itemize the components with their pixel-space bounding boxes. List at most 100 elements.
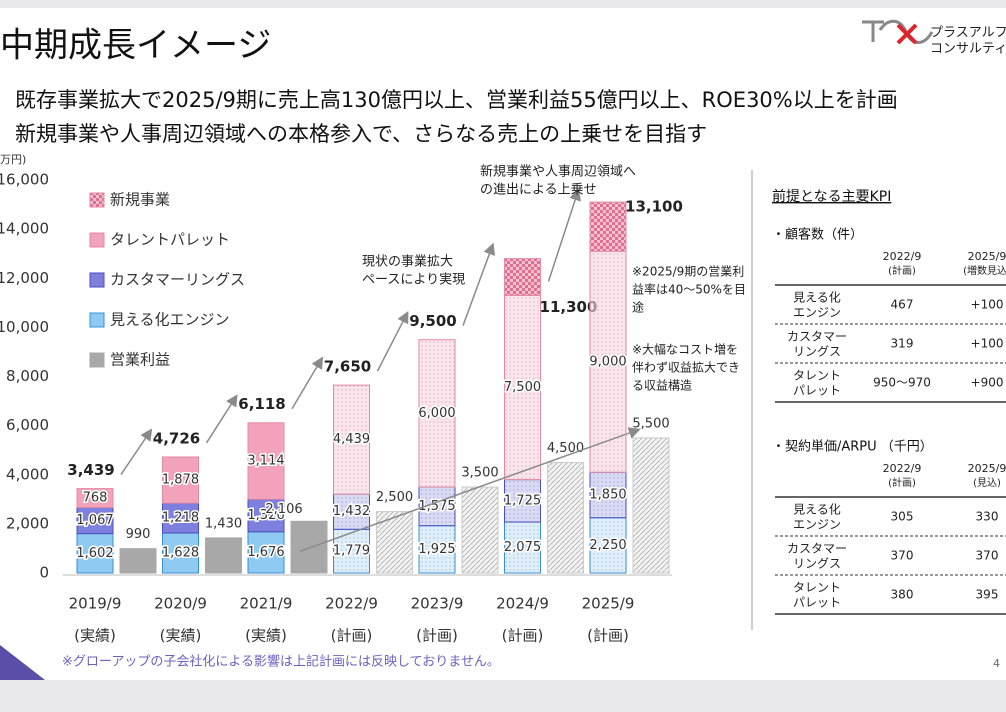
table-cell: +900 — [971, 376, 1004, 390]
y-tick-label: 6,000 — [6, 416, 49, 434]
y-tick-label: 4,000 — [6, 465, 49, 483]
data-label: 1,218 — [162, 511, 199, 526]
data-label: 4,500 — [547, 441, 584, 456]
x-tick-label: 2023/9 — [411, 595, 464, 613]
x-tick-label: 2022/9 — [325, 595, 378, 613]
table-heading: ・顧客数（件） — [772, 227, 863, 243]
bar-segment — [76, 506, 114, 535]
data-label: 3,500 — [461, 466, 498, 481]
data-label: 1,628 — [162, 546, 199, 561]
unit-label: 万円) — [0, 153, 26, 166]
data-label: 1,878 — [162, 473, 199, 488]
data-label: 5,500 — [632, 416, 669, 431]
bar — [461, 486, 499, 574]
subtitle: 新規事業や人事周辺領域への本格参入で、さらなる売上の上乗せを目指す — [15, 122, 707, 146]
annotation: 伴わず収益拡大でき — [632, 361, 740, 375]
bar-segment — [247, 531, 285, 574]
bar — [376, 511, 413, 574]
bar-segment — [76, 488, 114, 508]
data-label: 2,250 — [589, 538, 626, 553]
data-label: 1,575 — [418, 499, 455, 514]
total-label: 11,300 — [540, 298, 598, 316]
x-tick-label: 2021/9 — [240, 595, 293, 613]
footnote: ※グローアップの子会社化による影響は上記計画には反映しておりません。 — [62, 654, 500, 670]
x-tick-note: (実績) — [160, 627, 202, 645]
column-header: (見込) — [973, 477, 1001, 489]
row-label: カスタマー — [787, 330, 847, 344]
table-cell: 319 — [891, 337, 914, 351]
x-tick-label: 2024/9 — [496, 595, 549, 613]
row-label: リングス — [793, 557, 841, 571]
bar-segment — [162, 532, 199, 574]
table-cell: 305 — [891, 510, 914, 524]
data-label: 1,925 — [418, 542, 455, 557]
trend-arrow — [291, 356, 324, 410]
x-tick-note: (実績) — [74, 627, 116, 645]
trend-arrow — [547, 188, 581, 282]
annotation: る収益構造 — [632, 379, 692, 393]
data-label: 2,075 — [504, 540, 541, 555]
row-label: 見える化 — [793, 503, 841, 517]
y-tick-label: 14,000 — [0, 220, 49, 238]
x-tick-label: 2020/9 — [154, 595, 207, 613]
data-label: 2,500 — [376, 490, 413, 505]
legend-label: タレントパレット — [110, 231, 230, 249]
row-label: エンジン — [793, 518, 841, 532]
y-tick-label: 2,000 — [6, 514, 49, 532]
y-tick-label: 0 — [39, 564, 49, 582]
row-label: リングス — [793, 345, 841, 359]
y-tick-label: 10,000 — [0, 318, 49, 336]
column-header: 2025/9 — [968, 250, 1006, 263]
total-label: 4,726 — [153, 429, 200, 447]
kpi-title: 前提となる主要KPI — [772, 188, 891, 205]
total-label: 7,650 — [324, 358, 371, 376]
x-tick-note: (計画) — [331, 627, 373, 645]
logo-text: コンサルティ — [930, 42, 1006, 57]
legend-swatch — [89, 352, 105, 368]
page-number: 4 — [993, 657, 1000, 670]
bar-segment — [333, 384, 370, 495]
table-cell: +100 — [971, 337, 1004, 351]
data-label: 4,439 — [333, 432, 370, 447]
data-label: 1,725 — [504, 493, 541, 508]
data-label: 7,500 — [504, 380, 541, 395]
annotation: ペースにより実現 — [362, 272, 465, 288]
bar-segment — [418, 339, 456, 488]
title: 中期成長イメージ — [0, 26, 271, 66]
table-cell: 370 — [891, 549, 914, 563]
column-header: 2022/9 — [883, 462, 922, 475]
table-cell: 380 — [891, 588, 914, 602]
total-label: 6,118 — [238, 395, 285, 413]
row-label: タレント — [793, 369, 841, 383]
table-heading: ・契約単価/ARPU （千円） — [772, 439, 933, 455]
annotation: 途 — [632, 300, 644, 315]
y-tick-label: 16,000 — [0, 171, 49, 189]
data-label: 1,432 — [333, 504, 370, 519]
legend-swatch — [89, 272, 105, 288]
legend-swatch — [89, 232, 105, 248]
data-label: 1,430 — [205, 516, 242, 531]
row-label: カスタマー — [787, 542, 847, 556]
annotation: 現状の事業拡大 — [362, 254, 453, 270]
data-label: 3,114 — [247, 454, 284, 469]
data-label: 1,326 — [247, 508, 284, 523]
column-header: (計画) — [888, 476, 916, 489]
table-cell: 950～970 — [873, 376, 931, 390]
table-cell: 330 — [976, 510, 999, 524]
bar-segment — [589, 201, 627, 252]
legend-swatch — [89, 192, 105, 208]
bar — [632, 437, 670, 574]
profit-arrow — [299, 427, 641, 552]
annotation: ※大幅なコスト増を — [632, 342, 738, 357]
total-label: 13,100 — [625, 198, 683, 216]
x-tick-label: 2025/9 — [582, 595, 635, 613]
y-tick-label: 12,000 — [0, 269, 49, 287]
bar — [205, 537, 242, 574]
bar — [119, 548, 157, 574]
bar-segment — [247, 498, 285, 533]
total-label: 3,439 — [67, 461, 114, 479]
corner-mark — [0, 645, 45, 680]
y-tick-label: 8,000 — [6, 367, 49, 385]
bar-segment — [589, 250, 627, 473]
